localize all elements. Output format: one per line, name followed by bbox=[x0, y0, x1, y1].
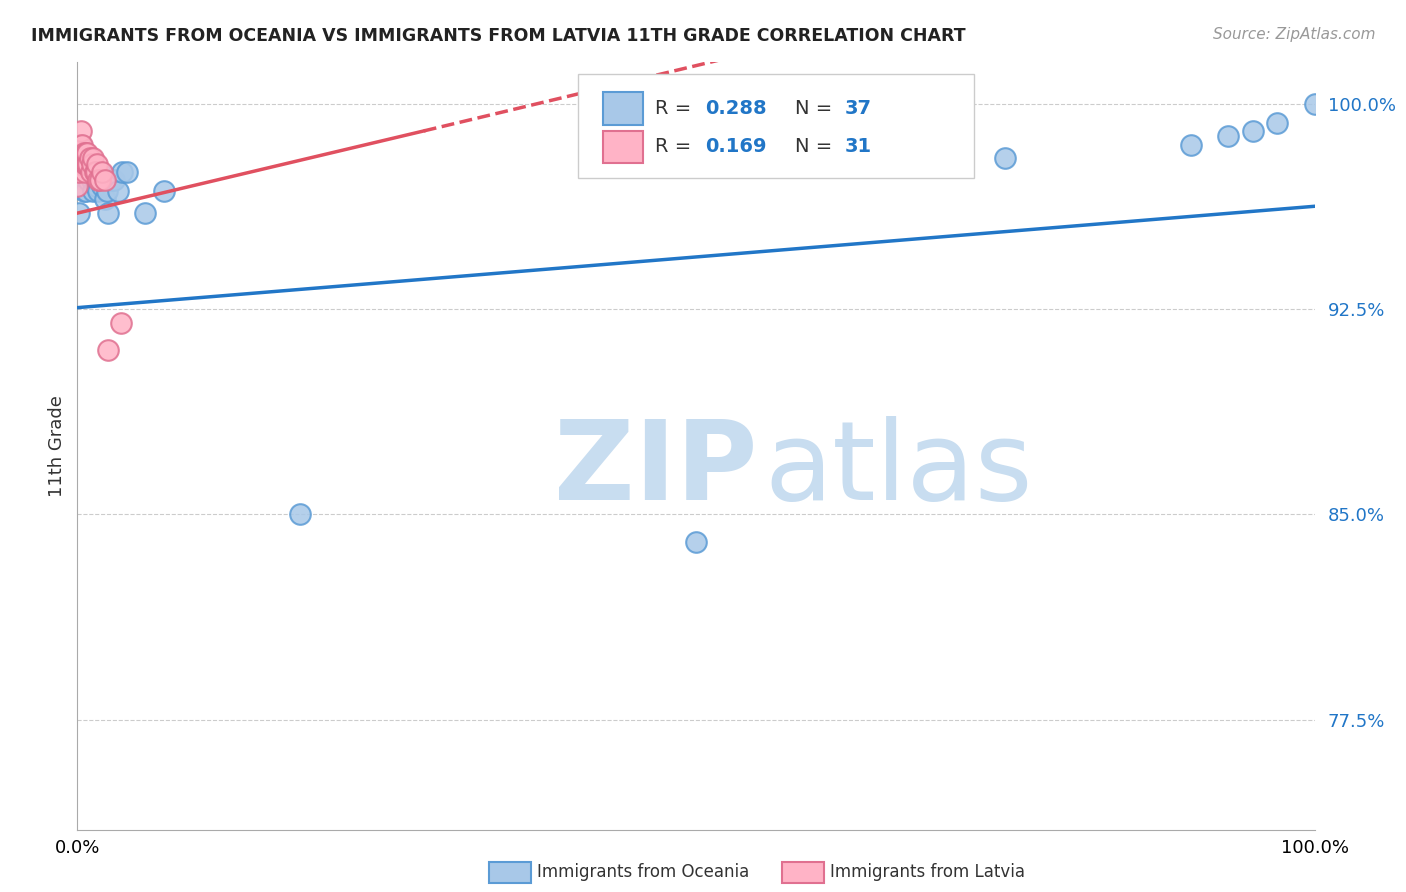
Point bbox=[69, 165, 91, 179]
Point bbox=[89, 173, 111, 187]
Point bbox=[72, 145, 94, 160]
Point bbox=[70, 151, 93, 165]
Point bbox=[72, 157, 94, 171]
Point bbox=[82, 157, 104, 171]
Point bbox=[82, 173, 104, 187]
Text: ZIP: ZIP bbox=[554, 416, 756, 523]
Text: 0.288: 0.288 bbox=[704, 99, 766, 118]
Point bbox=[111, 165, 134, 179]
Point bbox=[76, 165, 98, 179]
Text: Source: ZipAtlas.com: Source: ZipAtlas.com bbox=[1212, 27, 1375, 42]
Text: N =: N = bbox=[794, 99, 838, 118]
Point bbox=[67, 206, 90, 220]
Text: N =: N = bbox=[794, 137, 838, 156]
Point bbox=[72, 184, 94, 198]
Point bbox=[87, 173, 110, 187]
Point bbox=[86, 157, 108, 171]
Text: 31: 31 bbox=[845, 137, 872, 156]
Point bbox=[84, 178, 107, 193]
Point bbox=[86, 173, 108, 187]
Point bbox=[80, 165, 103, 179]
Point bbox=[83, 165, 105, 179]
Point bbox=[75, 184, 97, 198]
Point bbox=[79, 162, 101, 177]
Y-axis label: 11th Grade: 11th Grade bbox=[48, 395, 66, 497]
Point bbox=[79, 151, 101, 165]
Point bbox=[72, 157, 94, 171]
FancyBboxPatch shape bbox=[578, 74, 974, 178]
Point bbox=[69, 137, 91, 152]
Text: atlas: atlas bbox=[763, 416, 1032, 523]
Point bbox=[76, 157, 98, 171]
Text: 37: 37 bbox=[845, 99, 872, 118]
Point bbox=[77, 173, 100, 187]
Point bbox=[75, 145, 97, 160]
Point bbox=[66, 178, 89, 193]
Text: Immigrants from Latvia: Immigrants from Latvia bbox=[830, 863, 1025, 881]
Point bbox=[70, 137, 93, 152]
Text: IMMIGRANTS FROM OCEANIA VS IMMIGRANTS FROM LATVIA 11TH GRADE CORRELATION CHART: IMMIGRANTS FROM OCEANIA VS IMMIGRANTS FR… bbox=[31, 27, 966, 45]
Point bbox=[73, 157, 96, 171]
Point bbox=[100, 173, 122, 187]
Point bbox=[91, 165, 114, 179]
Point bbox=[103, 173, 125, 187]
Point bbox=[134, 206, 156, 220]
Point bbox=[72, 157, 94, 171]
Text: R =: R = bbox=[655, 99, 697, 118]
Point bbox=[73, 165, 96, 179]
Point bbox=[91, 178, 114, 193]
Point bbox=[82, 151, 104, 165]
Point bbox=[110, 316, 132, 330]
Point bbox=[84, 165, 107, 179]
Point bbox=[67, 145, 90, 160]
FancyBboxPatch shape bbox=[603, 93, 643, 125]
Point bbox=[1241, 124, 1264, 138]
Point bbox=[288, 508, 311, 522]
Point bbox=[1303, 96, 1326, 111]
Point bbox=[72, 137, 94, 152]
Point bbox=[76, 145, 98, 160]
Point bbox=[67, 165, 90, 179]
Point bbox=[93, 173, 115, 187]
Point bbox=[153, 184, 176, 198]
Point bbox=[73, 173, 96, 187]
Point bbox=[87, 184, 110, 198]
Text: R =: R = bbox=[655, 137, 697, 156]
Text: Immigrants from Oceania: Immigrants from Oceania bbox=[537, 863, 749, 881]
Point bbox=[1180, 137, 1202, 152]
Point bbox=[70, 124, 93, 138]
Point bbox=[75, 157, 97, 171]
Point bbox=[97, 206, 120, 220]
Text: 0.169: 0.169 bbox=[704, 137, 766, 156]
Point bbox=[69, 157, 91, 171]
Point bbox=[685, 534, 707, 549]
Point bbox=[1216, 129, 1239, 144]
Point bbox=[994, 151, 1017, 165]
Point bbox=[80, 157, 103, 171]
Point bbox=[107, 184, 129, 198]
Point bbox=[83, 165, 105, 179]
Point bbox=[77, 157, 100, 171]
Point bbox=[1267, 116, 1289, 130]
Point bbox=[115, 165, 138, 179]
Point bbox=[89, 165, 111, 179]
Point bbox=[96, 184, 118, 198]
Point bbox=[82, 184, 104, 198]
Point bbox=[93, 193, 115, 207]
FancyBboxPatch shape bbox=[603, 131, 643, 163]
Point bbox=[97, 343, 120, 357]
